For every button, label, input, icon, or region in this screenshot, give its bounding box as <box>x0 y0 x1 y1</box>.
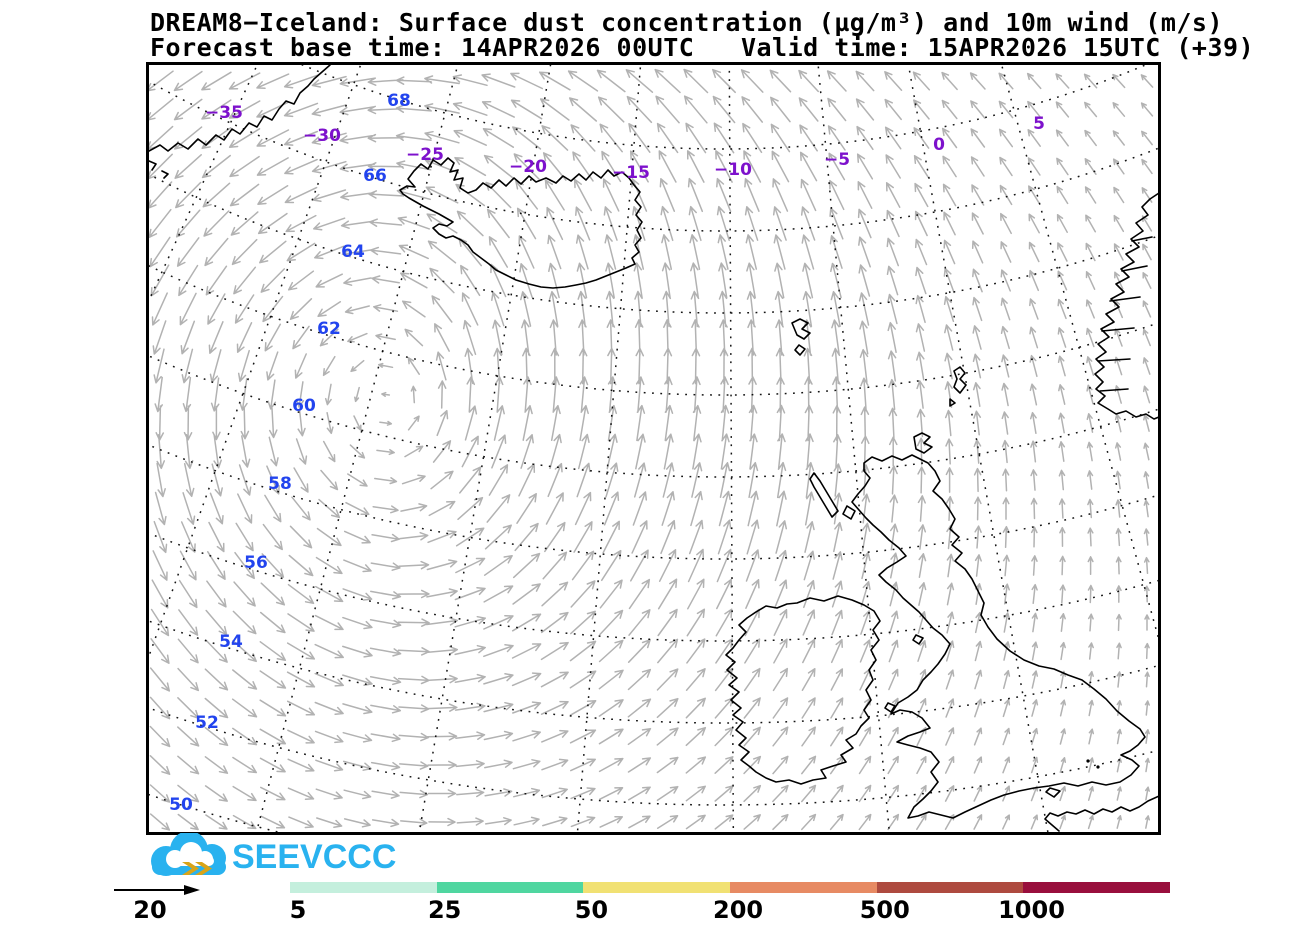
coastline-outer-hebrides <box>809 472 856 520</box>
lat-label-54: 54 <box>219 632 243 652</box>
logo-arrow-icon <box>182 862 212 875</box>
coastline-layer <box>149 65 1158 832</box>
meridian--5 <box>817 65 891 832</box>
coastline-great-britain <box>851 454 1146 819</box>
lon-label-−10: −10 <box>714 160 752 180</box>
coastline-isle-of-man <box>912 634 924 645</box>
colorbar-segment-3 <box>583 882 731 893</box>
lat-label-62: 62 <box>317 319 341 339</box>
lat-label-52: 52 <box>195 713 219 733</box>
colorbar-tick-200: 200 <box>713 896 764 924</box>
coastline-iceland <box>399 157 643 289</box>
wind-scale-arrow-icon <box>114 885 200 895</box>
coastline-norway-fjords <box>1097 236 1153 392</box>
wind-vector-field <box>149 68 1154 831</box>
wind-arrows-layer <box>149 68 1154 831</box>
colorbar-tick-1000: 1000 <box>998 896 1065 924</box>
coastline-channel-island <box>1096 765 1100 769</box>
colorbar-segment-4 <box>730 882 877 893</box>
map-frame: 68 66 64 62 60 58 56 54 52 50 −35 −30 −25 −20 −15 −10 −5… <box>146 62 1161 835</box>
coastline-norway <box>1094 192 1158 420</box>
colorbar-segment-2 <box>436 882 584 893</box>
coastline-shetland <box>949 366 967 407</box>
parallel-64 <box>149 173 1158 314</box>
seevccc-logo <box>151 833 226 876</box>
page-title: DREAM8−Iceland: Surface dust concentrati… <box>150 8 1224 37</box>
colorbar-tick-5: 5 <box>289 896 307 924</box>
lat-label-58: 58 <box>268 474 292 494</box>
lon-label-−20: −20 <box>509 157 547 177</box>
coastline-isle-of-wight <box>1045 787 1061 798</box>
lon-label-−5: −5 <box>824 150 850 170</box>
coastline-greenland <box>149 65 331 152</box>
logo-text: SEEVCCC <box>232 838 397 876</box>
graticule-layer <box>149 65 1158 832</box>
forecast-time-subtitle: Forecast base time: 14APR2026 00UTC Vali… <box>150 33 1255 62</box>
lat-label-60: 60 <box>292 396 316 416</box>
lon-label-−25: −25 <box>406 145 444 165</box>
lon-label-−35: −35 <box>205 103 243 123</box>
lat-label-64: 64 <box>341 242 365 262</box>
coastline-ireland <box>725 595 881 785</box>
lon-label-−30: −30 <box>303 126 341 146</box>
lat-label-56: 56 <box>244 553 268 573</box>
coastline-faroe-islands <box>791 318 811 356</box>
meridian-5 <box>1000 65 1158 640</box>
dust-colorbar <box>290 882 1171 893</box>
cloud-icon <box>151 833 226 876</box>
wind-scale-label: 20 <box>133 896 167 924</box>
colorbar-segment-5 <box>876 882 1024 893</box>
coastline-orkney <box>913 432 933 454</box>
coastline-channel-island <box>1086 759 1090 763</box>
colorbar-tick-50: 50 <box>574 896 609 924</box>
colorbar-segment-1 <box>290 882 437 893</box>
parallel-52 <box>149 706 1158 806</box>
parallel-66 <box>149 80 1158 232</box>
parallel-60 <box>149 355 1158 478</box>
lon-label-0: 0 <box>933 135 945 155</box>
coastline-greenland-islets <box>149 160 169 179</box>
parallel-56 <box>149 532 1158 642</box>
colorbar-tick-500: 500 <box>859 896 910 924</box>
lat-label-68: 68 <box>387 91 411 111</box>
colorbar-segment-6 <box>1023 882 1171 893</box>
lat-label-50: 50 <box>169 795 193 815</box>
lon-label-−15: −15 <box>612 163 650 183</box>
lat-label-66: 66 <box>363 166 387 186</box>
coastline-france <box>1044 795 1158 832</box>
colorbar-tick-25: 25 <box>427 896 462 924</box>
coastline-anglesey <box>884 702 896 713</box>
lon-label-5: 5 <box>1033 114 1045 134</box>
parallel-68 <box>301 65 1147 150</box>
